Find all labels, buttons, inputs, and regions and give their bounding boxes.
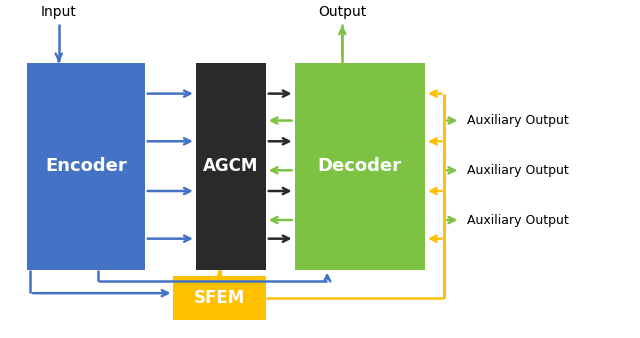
Text: Auxiliary Output: Auxiliary Output <box>467 114 568 127</box>
FancyBboxPatch shape <box>196 63 266 270</box>
Text: Encoder: Encoder <box>45 157 127 175</box>
Text: Auxiliary Output: Auxiliary Output <box>467 214 568 226</box>
FancyBboxPatch shape <box>294 63 425 270</box>
Text: Decoder: Decoder <box>318 157 402 175</box>
Text: Auxiliary Output: Auxiliary Output <box>467 164 568 177</box>
FancyBboxPatch shape <box>27 63 145 270</box>
Text: AGCM: AGCM <box>203 157 259 175</box>
FancyBboxPatch shape <box>173 276 266 320</box>
Text: SFEM: SFEM <box>194 289 245 307</box>
Text: Output: Output <box>318 5 367 19</box>
Text: Input: Input <box>41 5 77 19</box>
